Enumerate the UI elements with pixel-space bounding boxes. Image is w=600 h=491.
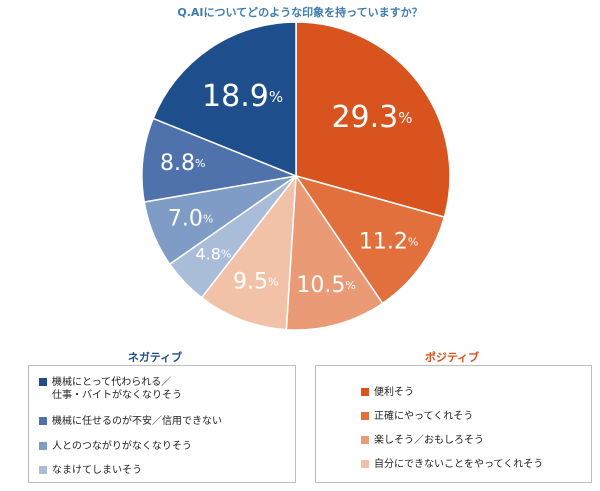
pie-value-label-3: 10.5% xyxy=(296,273,355,298)
legend-swatch xyxy=(361,412,369,420)
negative-legend-title: ネガティブ xyxy=(127,351,183,364)
pie-slice-8 xyxy=(152,21,297,178)
legend-swatch xyxy=(361,460,369,468)
pie-slice-2 xyxy=(294,174,446,305)
legend-swatch xyxy=(39,442,47,450)
pie-value-label-1: 29.3% xyxy=(331,100,412,135)
legend-label: 自分にできないことをやってくれそう xyxy=(374,459,544,470)
pie-slice-7 xyxy=(141,117,299,203)
legend-item-replaced-by-machines: 機械にとって代わられる／ 仕事・バイトがなくなりそう xyxy=(39,376,182,402)
negative-legend-box: 機械にとって代わられる／ 仕事・バイトがなくなりそう 機械に任せるのが不安／信用… xyxy=(28,365,296,483)
legend-item-become-lazy: なまけてしまいそう xyxy=(39,464,142,477)
legend-item-fun: 楽しそう／おもしろそう xyxy=(361,434,484,447)
positive-legend-title: ポジティブ xyxy=(424,351,480,364)
legend-item-does-what-i-cannot: 自分にできないことをやってくれそう xyxy=(361,458,543,471)
pie-value-label-4: 9.5% xyxy=(233,270,278,295)
pie-value-label-6: 7.0% xyxy=(168,206,213,231)
positive-legend-box: 便利そう 正確にやってくれそう 楽しそう／おもしろそう 自分にできないことをやっ… xyxy=(315,365,592,483)
legend-item-convenient: 便利そう xyxy=(361,386,414,399)
pie-slice-4 xyxy=(200,173,297,331)
legend-label: なまけてしまいそう xyxy=(52,465,142,476)
pie-value-label-7: 8.8% xyxy=(160,151,205,176)
legend-swatch xyxy=(361,436,369,444)
legend-label: 正確にやってくれそう xyxy=(374,411,474,422)
legend-swatch xyxy=(39,378,47,386)
legend-label: 機械に任せるのが不安／信用できない xyxy=(52,416,222,427)
legend-label: 楽しそう／おもしろそう xyxy=(374,435,484,446)
legend-label: 機械にとって代わられる／ 仕事・バイトがなくなりそう xyxy=(52,377,182,401)
legend-item-accurate: 正確にやってくれそう xyxy=(361,410,473,423)
pie-value-label-5: 4.8% xyxy=(195,244,231,263)
legend-item-lose-connections: 人とのつながりがなくなりそう xyxy=(39,440,192,453)
legend-swatch xyxy=(361,388,369,396)
pie-chart: 29.3% 11.2%10.5% 9.5%4.8% 7.0% 8.8% 18.9% xyxy=(141,21,451,331)
legend-swatch xyxy=(39,417,47,425)
chart-title: Q.AIについてどのような印象を持っていますか？ xyxy=(177,6,423,19)
legend-swatch xyxy=(39,466,47,474)
pie-value-label-8: 18.9% xyxy=(202,78,283,113)
legend-label: 人とのつながりがなくなりそう xyxy=(52,441,192,452)
pie-slice-3 xyxy=(285,173,384,331)
legend-item-anxious-to-trust: 機械に任せるのが不安／信用できない xyxy=(39,415,222,428)
pie-value-label-2: 11.2% xyxy=(359,229,418,254)
pie-slice-1 xyxy=(295,21,451,219)
legend-label: 便利そう xyxy=(374,387,414,398)
